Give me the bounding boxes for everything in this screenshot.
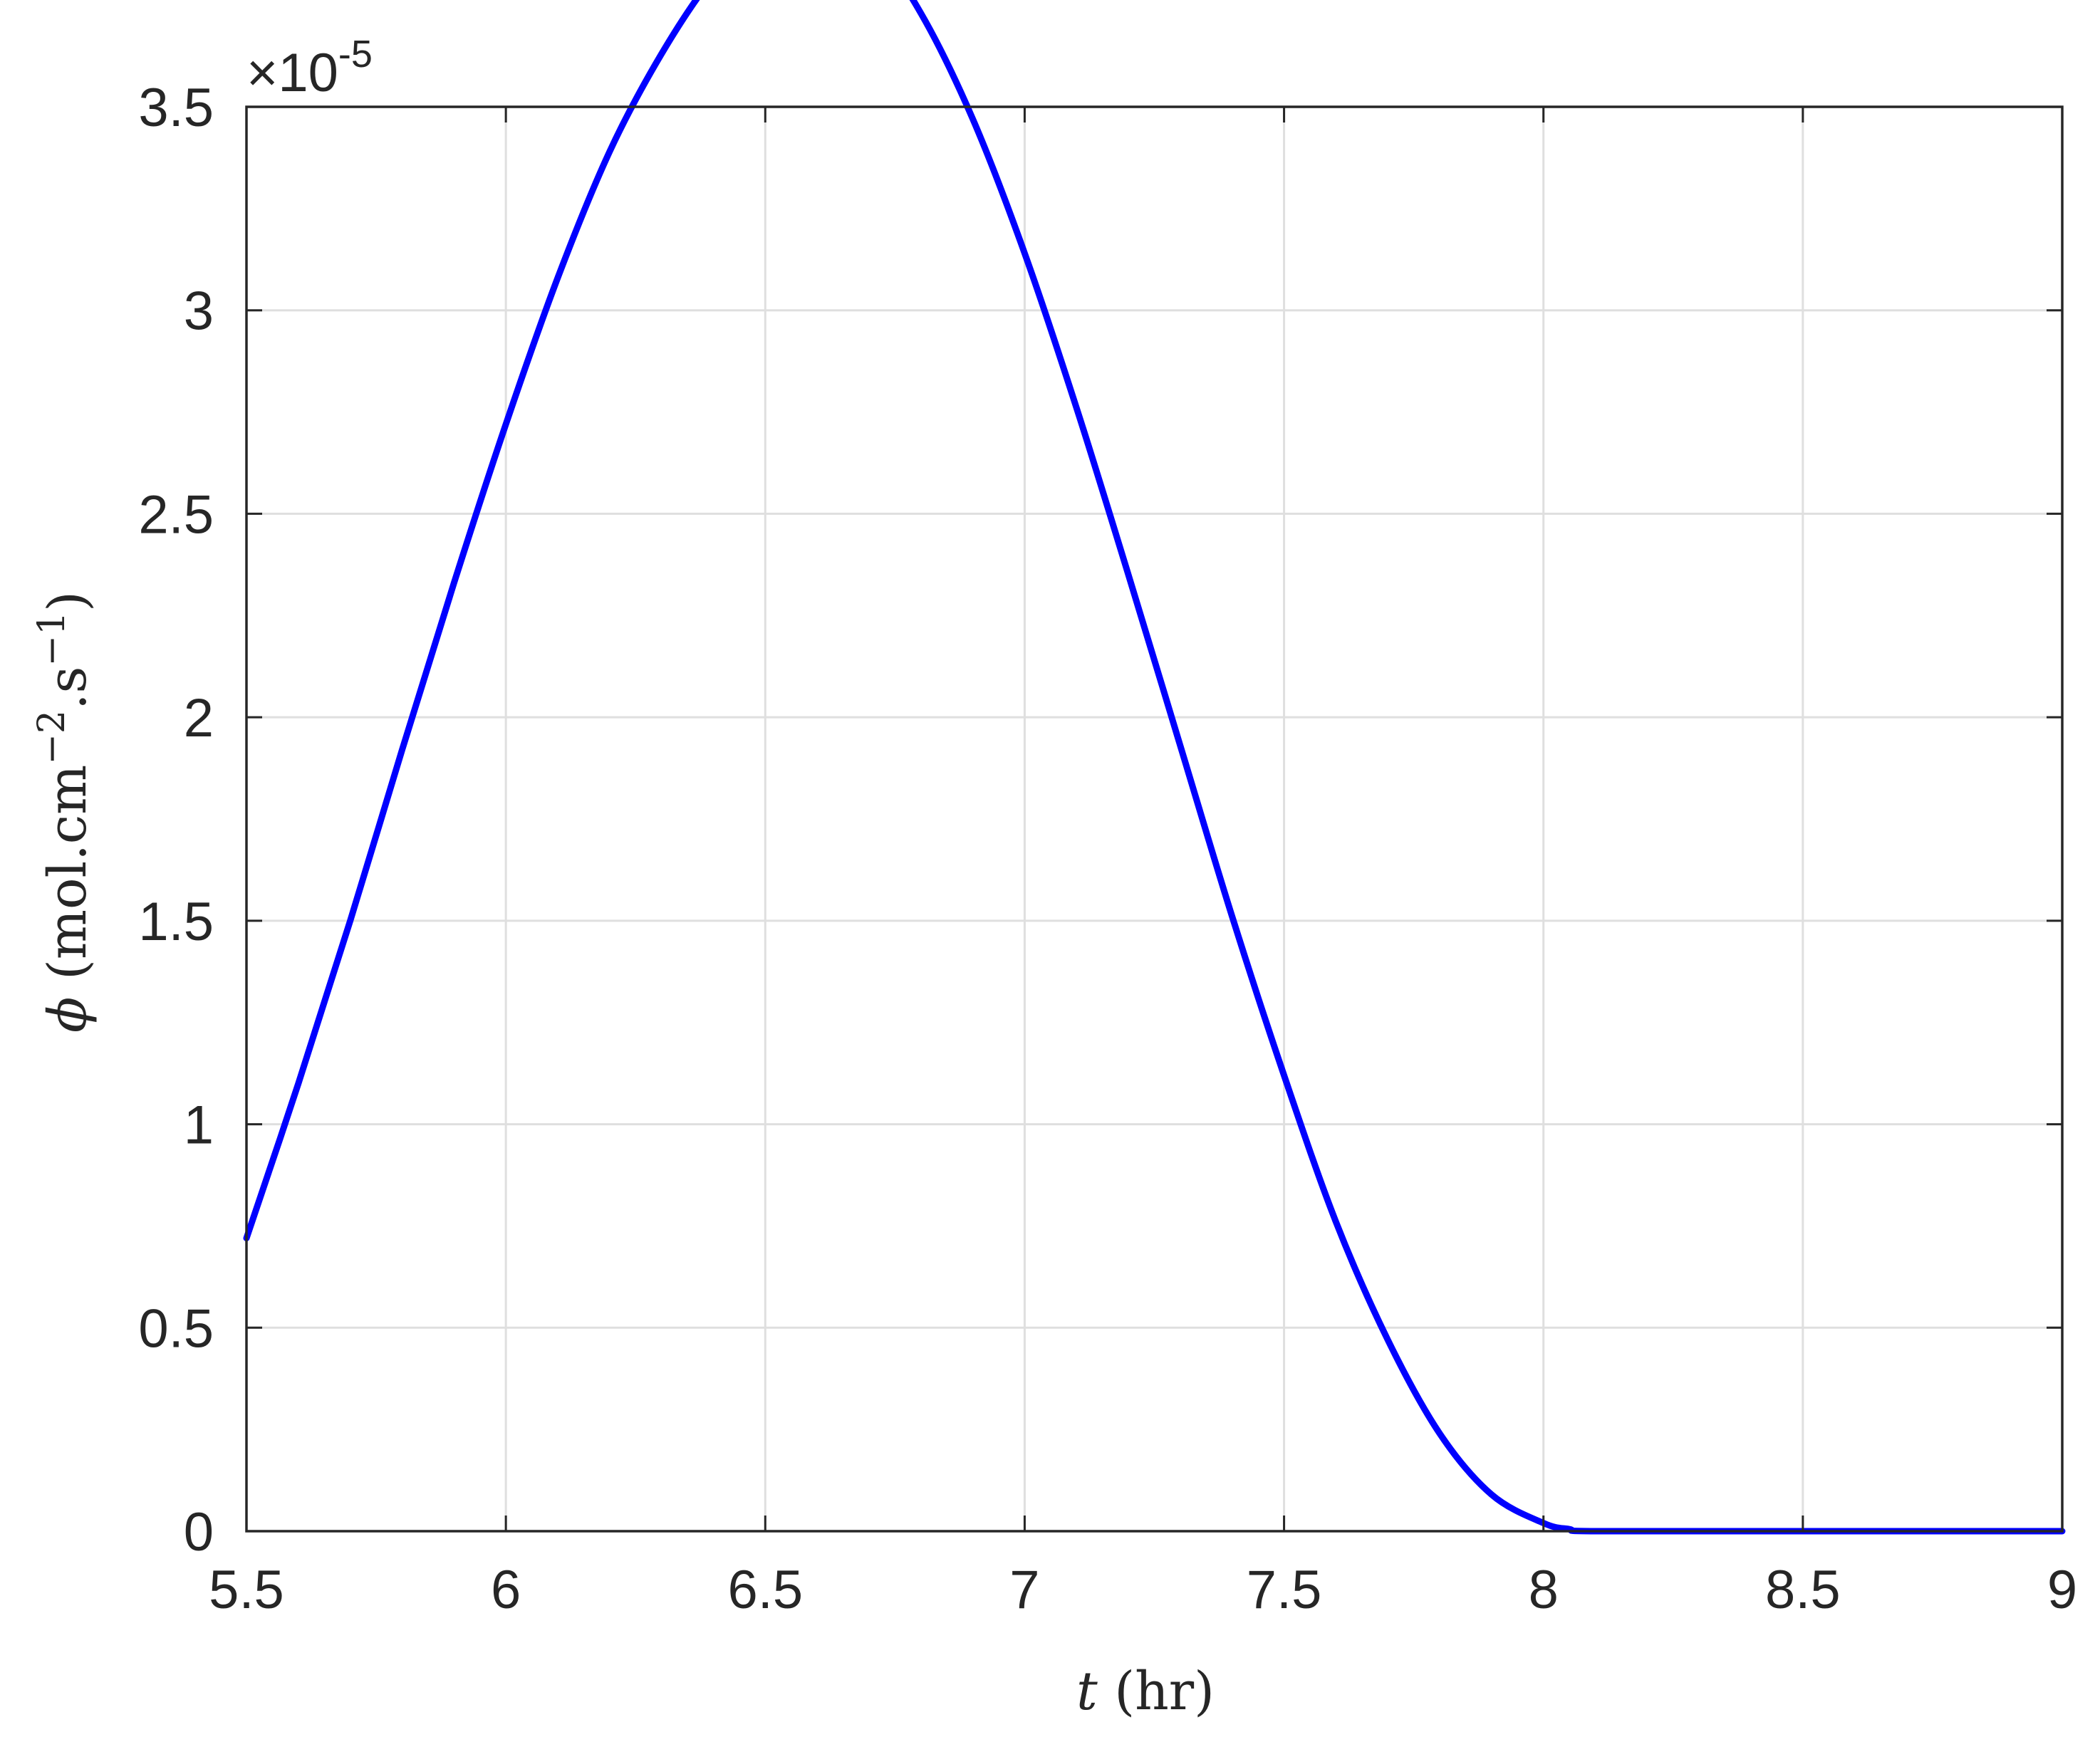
x-tick-label: 8.5	[1765, 1560, 1841, 1620]
y-tick-label: 2	[184, 688, 214, 748]
x-axis-var: t	[1076, 1661, 1098, 1722]
tick-labels: 5.5 6 6.5 7 7.5 8 8.5 9 0 0.5 1 1.5 2 2.5 3 3.5	[138, 78, 2077, 1620]
axes	[245, 105, 2064, 1533]
x-tick-label: 7	[1009, 1560, 1039, 1620]
x-tick-label: 8	[1529, 1560, 1559, 1620]
series-line	[243, 0, 2066, 1535]
x-tick-label: 7.5	[1247, 1560, 1322, 1620]
grid	[246, 107, 2062, 1531]
y-tick-label: 3	[184, 281, 214, 342]
plot-frame	[245, 105, 2064, 1533]
y-axis-exp2: −1	[31, 612, 73, 667]
y-axis-mid: .s	[37, 666, 98, 710]
y-tick-label: 1	[184, 1095, 214, 1156]
x-axis-label: t (hr)	[1076, 1661, 1215, 1722]
x-tick-label: 9	[2047, 1560, 2077, 1620]
y-axis-label: ϕ (mol.cm−2.s−1)	[31, 591, 98, 1033]
y-tick-label: 0	[184, 1502, 214, 1563]
x-tick-label: 6	[491, 1560, 521, 1620]
y-axis-var: ϕ	[37, 997, 98, 1033]
y-axis-close: )	[37, 591, 98, 612]
x-axis-unit: (hr)	[1114, 1661, 1215, 1722]
y-axis-unit: (mol.cm	[37, 765, 98, 980]
y-multiplier-exp: -5	[338, 33, 373, 75]
y-tick-label: 2.5	[138, 484, 214, 545]
y-multiplier-base: ×10	[246, 43, 338, 103]
y-tick-label: 3.5	[138, 78, 214, 138]
x-tick-label: 5.5	[209, 1560, 284, 1620]
y-tick-label: 1.5	[138, 892, 214, 952]
y-tick-label: 0.5	[138, 1298, 214, 1359]
series-layer	[243, 0, 2066, 1535]
y-axis-exp1: −2	[31, 710, 73, 765]
x-tick-label: 6.5	[727, 1560, 803, 1620]
y-multiplier: ×10-5	[246, 33, 373, 103]
